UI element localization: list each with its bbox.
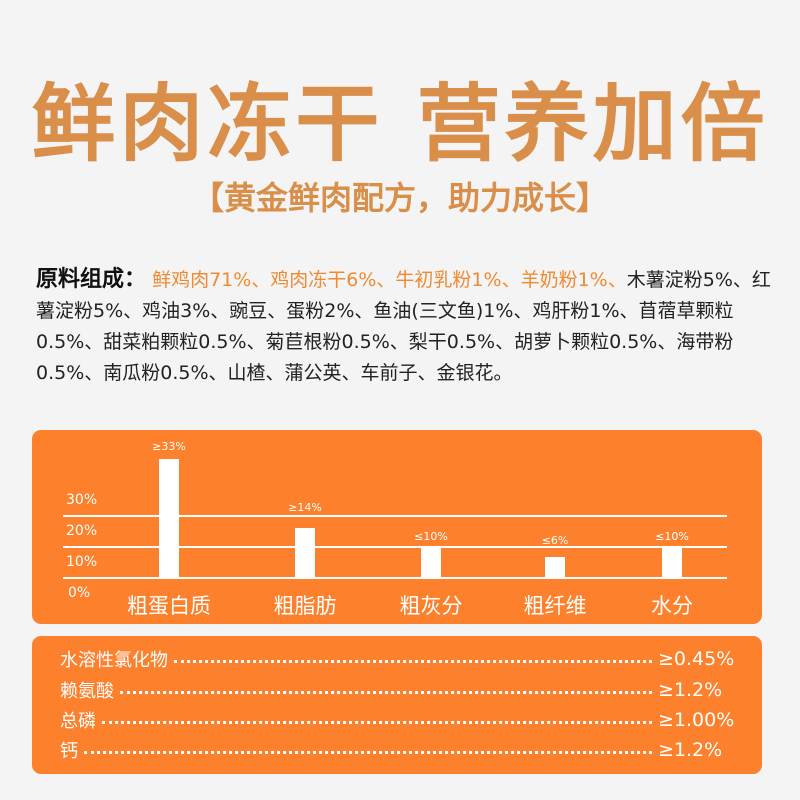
gridline-20 [63,546,727,548]
nutrient-name: 总磷 [60,711,96,732]
bar-crude-protein [159,459,179,577]
y-tick: 20% [66,523,98,539]
nutrient-row: 赖氨酸 ≥1.2% [60,675,730,705]
gridline-30 [63,515,727,517]
nutrient-value: ≥0.45% [658,648,735,670]
bar-crude-fat [295,528,315,577]
gridline-10 [63,577,727,579]
category-label: 粗纤维 [523,594,587,618]
bar-value-label: ≤6% [541,534,569,547]
category-label: 粗脂肪 [273,594,337,618]
y-tick: 10% [66,554,98,570]
bar-value-label: ≥33% [152,440,186,453]
dotted-leader [102,720,652,724]
nutrient-value: ≥1.2% [658,739,723,761]
nutrient-row: 总磷 ≥1.00% [60,705,735,735]
bar-value-label: ≥14% [288,501,322,514]
dotted-leader [174,659,652,663]
nutrient-row: 钙 ≥1.2% [60,735,730,765]
ingredients-rest: 木薯淀粉5%、红薯淀粉5%、鸡油3%、豌豆、蛋粉2%、鱼油(三文鱼)1%、鸡肝粉… [36,269,771,384]
nutrient-name: 水溶性氯化物 [60,650,168,671]
category-label: 粗蛋白质 [127,594,211,618]
nutrition-bar-chart: 30% 20% 10% 0% ≥33% 粗蛋白质 ≥14% 粗脂肪 ≤10% 粗… [32,430,762,624]
bar-crude-ash [421,546,441,577]
nutrient-name: 赖氨酸 [60,681,114,702]
ingredients-list: 原料组成： 鲜鸡肉71%、鸡肉冻干6%、牛初乳粉1%、羊奶粉1%、木薯淀粉5%、… [36,264,776,389]
y-tick: 0% [68,585,91,601]
nutrient-value: ≥1.00% [658,709,735,731]
nutrient-table: 水溶性氯化物 ≥0.45% 赖氨酸 ≥1.2% 总磷 ≥1.00% 钙 ≥1.2… [32,636,762,774]
nutrient-value: ≥1.2% [658,679,723,701]
category-label: 水分 [651,594,693,618]
bar-crude-fiber [545,557,565,577]
y-tick: 30% [66,492,98,508]
bar-value-label: ≤10% [414,530,448,543]
dotted-leader [120,690,652,694]
ingredients-highlighted: 鲜鸡肉71%、鸡肉冻干6%、牛初乳粉1%、羊奶粉1%、 [152,269,627,291]
page-title: 鲜肉冻干 营养加倍 [31,75,769,173]
bar-moisture [662,546,682,577]
nutrient-name: 钙 [60,741,78,762]
nutrient-row: 水溶性氯化物 ≥0.45% [60,644,735,674]
category-label: 粗灰分 [399,594,463,618]
page-subtitle: 【黄金鲜肉配方，助力成长】 [191,179,608,217]
bar-value-label: ≤10% [655,530,689,543]
ingredients-label: 原料组成： [36,267,147,292]
dotted-leader [84,750,652,754]
